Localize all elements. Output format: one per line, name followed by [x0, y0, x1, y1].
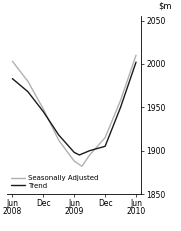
- Trend: [78, 154, 80, 156]
- Trend: [135, 61, 137, 64]
- Trend: [119, 106, 122, 109]
- Trend: [104, 145, 106, 148]
- Seasonally Adjusted: [27, 80, 29, 83]
- Trend: [89, 149, 91, 152]
- Line: Seasonally Adjusted: Seasonally Adjusted: [12, 55, 136, 166]
- Trend: [73, 151, 75, 154]
- Seasonally Adjusted: [11, 60, 13, 63]
- Trend: [58, 134, 60, 137]
- Seasonally Adjusted: [89, 154, 91, 156]
- Seasonally Adjusted: [104, 136, 106, 139]
- Legend: Seasonally Adjusted, Trend: Seasonally Adjusted, Trend: [11, 175, 98, 189]
- Seasonally Adjusted: [135, 54, 137, 57]
- Trend: [11, 77, 13, 80]
- Seasonally Adjusted: [81, 165, 83, 168]
- Seasonally Adjusted: [42, 108, 44, 110]
- Trend: [27, 90, 29, 93]
- Seasonally Adjusted: [73, 160, 75, 162]
- Trend: [42, 110, 44, 113]
- Text: $m: $m: [159, 2, 172, 11]
- Line: Trend: Trend: [12, 62, 136, 155]
- Seasonally Adjusted: [119, 99, 122, 102]
- Seasonally Adjusted: [58, 139, 60, 142]
